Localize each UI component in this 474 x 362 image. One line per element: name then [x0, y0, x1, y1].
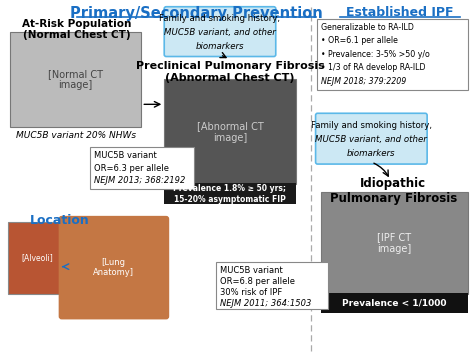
- Text: MUC5B variant: MUC5B variant: [220, 266, 283, 275]
- Text: NEJM 2018; 379:2209: NEJM 2018; 379:2209: [320, 77, 406, 86]
- Text: • Prevalence: 3-5% >50 y/o: • Prevalence: 3-5% >50 y/o: [320, 50, 429, 59]
- FancyBboxPatch shape: [316, 113, 427, 164]
- Text: biomarkers: biomarkers: [196, 42, 244, 51]
- Text: MUC5B variant: MUC5B variant: [93, 151, 156, 160]
- Text: Family and smoking history,: Family and smoking history,: [159, 14, 281, 23]
- Text: 30% risk of IPF: 30% risk of IPF: [220, 287, 282, 296]
- Text: • OR=6.1 per allele: • OR=6.1 per allele: [320, 36, 397, 45]
- Text: [IPF CT
image]: [IPF CT image]: [377, 232, 411, 253]
- FancyBboxPatch shape: [216, 262, 328, 310]
- FancyBboxPatch shape: [320, 292, 468, 313]
- Text: Prevalence 1.8% ≥ 50 yrs;
15-20% asymptomatic FIP: Prevalence 1.8% ≥ 50 yrs; 15-20% asympto…: [173, 184, 286, 204]
- Text: • 1/3 of RA develop RA-ILD: • 1/3 of RA develop RA-ILD: [320, 63, 425, 72]
- Text: [Lung
Anatomy]: [Lung Anatomy]: [93, 258, 134, 277]
- Text: NEJM 2011; 364:1503: NEJM 2011; 364:1503: [220, 299, 311, 307]
- Text: [Normal CT
image]: [Normal CT image]: [48, 69, 103, 90]
- Text: Preclinical Pulmonary Fibrosis
(Abnormal Chest CT): Preclinical Pulmonary Fibrosis (Abnormal…: [136, 62, 324, 83]
- Text: MUC5B variant 20% NHWs: MUC5B variant 20% NHWs: [16, 131, 136, 140]
- Text: Prevalence < 1/1000: Prevalence < 1/1000: [342, 299, 447, 308]
- Text: [Alveoli]: [Alveoli]: [21, 253, 53, 262]
- Text: Established IPF: Established IPF: [346, 6, 454, 19]
- Text: MUC5B variant, and other: MUC5B variant, and other: [316, 135, 427, 144]
- Text: NEJM 2013; 368:2192: NEJM 2013; 368:2192: [93, 176, 185, 185]
- FancyBboxPatch shape: [164, 7, 276, 56]
- Text: Location: Location: [30, 214, 90, 227]
- FancyBboxPatch shape: [320, 192, 468, 294]
- FancyBboxPatch shape: [317, 19, 468, 90]
- Text: Family and smoking history,: Family and smoking history,: [311, 121, 432, 130]
- Text: Generalizable to RA-ILD: Generalizable to RA-ILD: [320, 23, 413, 31]
- Text: [Abnormal CT
image]: [Abnormal CT image]: [197, 121, 264, 143]
- Text: Primary/Secondary Prevention: Primary/Secondary Prevention: [70, 6, 322, 21]
- Text: OR=6.3 per allele: OR=6.3 per allele: [93, 164, 169, 173]
- FancyBboxPatch shape: [164, 79, 296, 184]
- FancyBboxPatch shape: [164, 183, 296, 204]
- Text: OR=6.8 per allele: OR=6.8 per allele: [220, 277, 295, 286]
- FancyBboxPatch shape: [10, 31, 141, 127]
- Text: MUC5B variant, and other: MUC5B variant, and other: [164, 28, 276, 37]
- FancyBboxPatch shape: [90, 147, 194, 189]
- Text: At-Risk Population
(Normal Chest CT): At-Risk Population (Normal Chest CT): [22, 19, 131, 40]
- FancyBboxPatch shape: [8, 222, 65, 294]
- Text: biomarkers: biomarkers: [347, 149, 396, 158]
- Text: Idiopathic
Pulmonary Fibrosis: Idiopathic Pulmonary Fibrosis: [329, 177, 457, 205]
- FancyBboxPatch shape: [59, 216, 169, 319]
